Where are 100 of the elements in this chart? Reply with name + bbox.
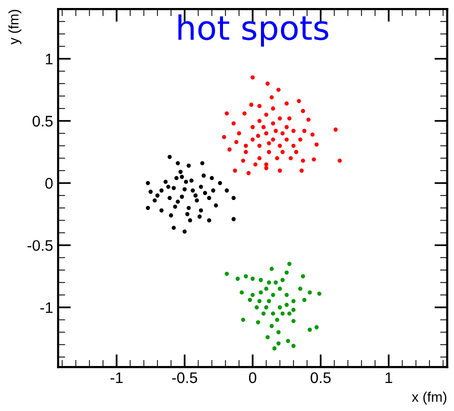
- point: [184, 180, 188, 184]
- y-tick-label: 1: [46, 54, 53, 64]
- point: [202, 174, 206, 178]
- y-tick-label: -0.5: [28, 240, 53, 251]
- point: [159, 188, 164, 193]
- point: [207, 218, 212, 222]
- point: [180, 194, 184, 199]
- point: [278, 286, 282, 291]
- x-tick-label: 0: [249, 372, 256, 384]
- point: [280, 311, 285, 316]
- point: [287, 311, 292, 316]
- point: [266, 335, 270, 340]
- point: [284, 292, 289, 298]
- point: [272, 346, 276, 350]
- point: [240, 290, 244, 295]
- point: [210, 176, 214, 180]
- point: [178, 170, 183, 174]
- point: [291, 308, 296, 312]
- point: [302, 298, 306, 302]
- x-axis-title: x (fm): [412, 392, 446, 405]
- point: [284, 302, 289, 307]
- point: [155, 193, 160, 198]
- point: [291, 318, 296, 324]
- point: [198, 208, 204, 212]
- point: [189, 178, 194, 183]
- point: [236, 276, 240, 281]
- point: [258, 290, 263, 295]
- point: [254, 305, 259, 310]
- point: [146, 180, 150, 186]
- point: [194, 198, 199, 203]
- point: [308, 290, 312, 295]
- point: [270, 292, 276, 298]
- point: [190, 188, 195, 193]
- point: [280, 278, 285, 282]
- point: [174, 176, 179, 180]
- point: [278, 305, 282, 310]
- point: [291, 299, 296, 304]
- point: [198, 214, 202, 219]
- point: [250, 276, 255, 281]
- point: [148, 190, 153, 194]
- y-axis-title: y (fm): [8, 10, 22, 44]
- point: [264, 286, 268, 291]
- point: [168, 196, 172, 200]
- point: [185, 212, 190, 216]
- point: [266, 299, 272, 304]
- point: [202, 190, 208, 196]
- point: [207, 196, 212, 200]
- point: [270, 324, 274, 328]
- point: [232, 217, 236, 222]
- chart-title: hot spots: [178, 14, 328, 47]
- point: [300, 274, 306, 278]
- point: [168, 213, 174, 218]
- point: [182, 229, 187, 234]
- point: [168, 154, 172, 160]
- point: [176, 161, 180, 166]
- point: [224, 188, 229, 193]
- point: [224, 272, 229, 276]
- point: [308, 328, 312, 332]
- point: [250, 292, 255, 298]
- point: [193, 193, 198, 198]
- y-tick-label: 0: [45, 178, 53, 189]
- x-tick-label: 0.5: [310, 372, 331, 384]
- point: [186, 206, 191, 210]
- point: [166, 184, 170, 189]
- point: [180, 174, 184, 179]
- point: [186, 164, 191, 168]
- point: [291, 344, 296, 348]
- x-tick-label: -0.5: [172, 372, 198, 384]
- point: [214, 203, 218, 208]
- point: [256, 320, 260, 324]
- point: [159, 208, 164, 212]
- x-tick-label: 1: [386, 372, 392, 383]
- point: [200, 161, 204, 166]
- point: [261, 311, 266, 316]
- point: [266, 280, 272, 285]
- point: [232, 196, 236, 200]
- point: [248, 298, 252, 302]
- point: [164, 180, 168, 184]
- point: [241, 318, 246, 322]
- point: [218, 180, 222, 186]
- point: [172, 226, 176, 230]
- point: [264, 305, 268, 310]
- x-tick-label: -1: [110, 372, 123, 383]
- point: [275, 318, 280, 322]
- point: [244, 274, 248, 278]
- point: [276, 330, 281, 334]
- y-tick-label: 0.5: [32, 116, 53, 127]
- point: [176, 200, 180, 204]
- point: [298, 286, 302, 291]
- point: [211, 188, 216, 193]
- point: [287, 262, 292, 266]
- y-tick-label: -1: [40, 302, 53, 313]
- point: [257, 299, 262, 304]
- point: [314, 325, 319, 330]
- point: [258, 278, 263, 282]
- point: [173, 204, 178, 209]
- point: [172, 186, 176, 190]
- point: [152, 198, 157, 203]
- point: [146, 206, 150, 210]
- point: [284, 270, 289, 275]
